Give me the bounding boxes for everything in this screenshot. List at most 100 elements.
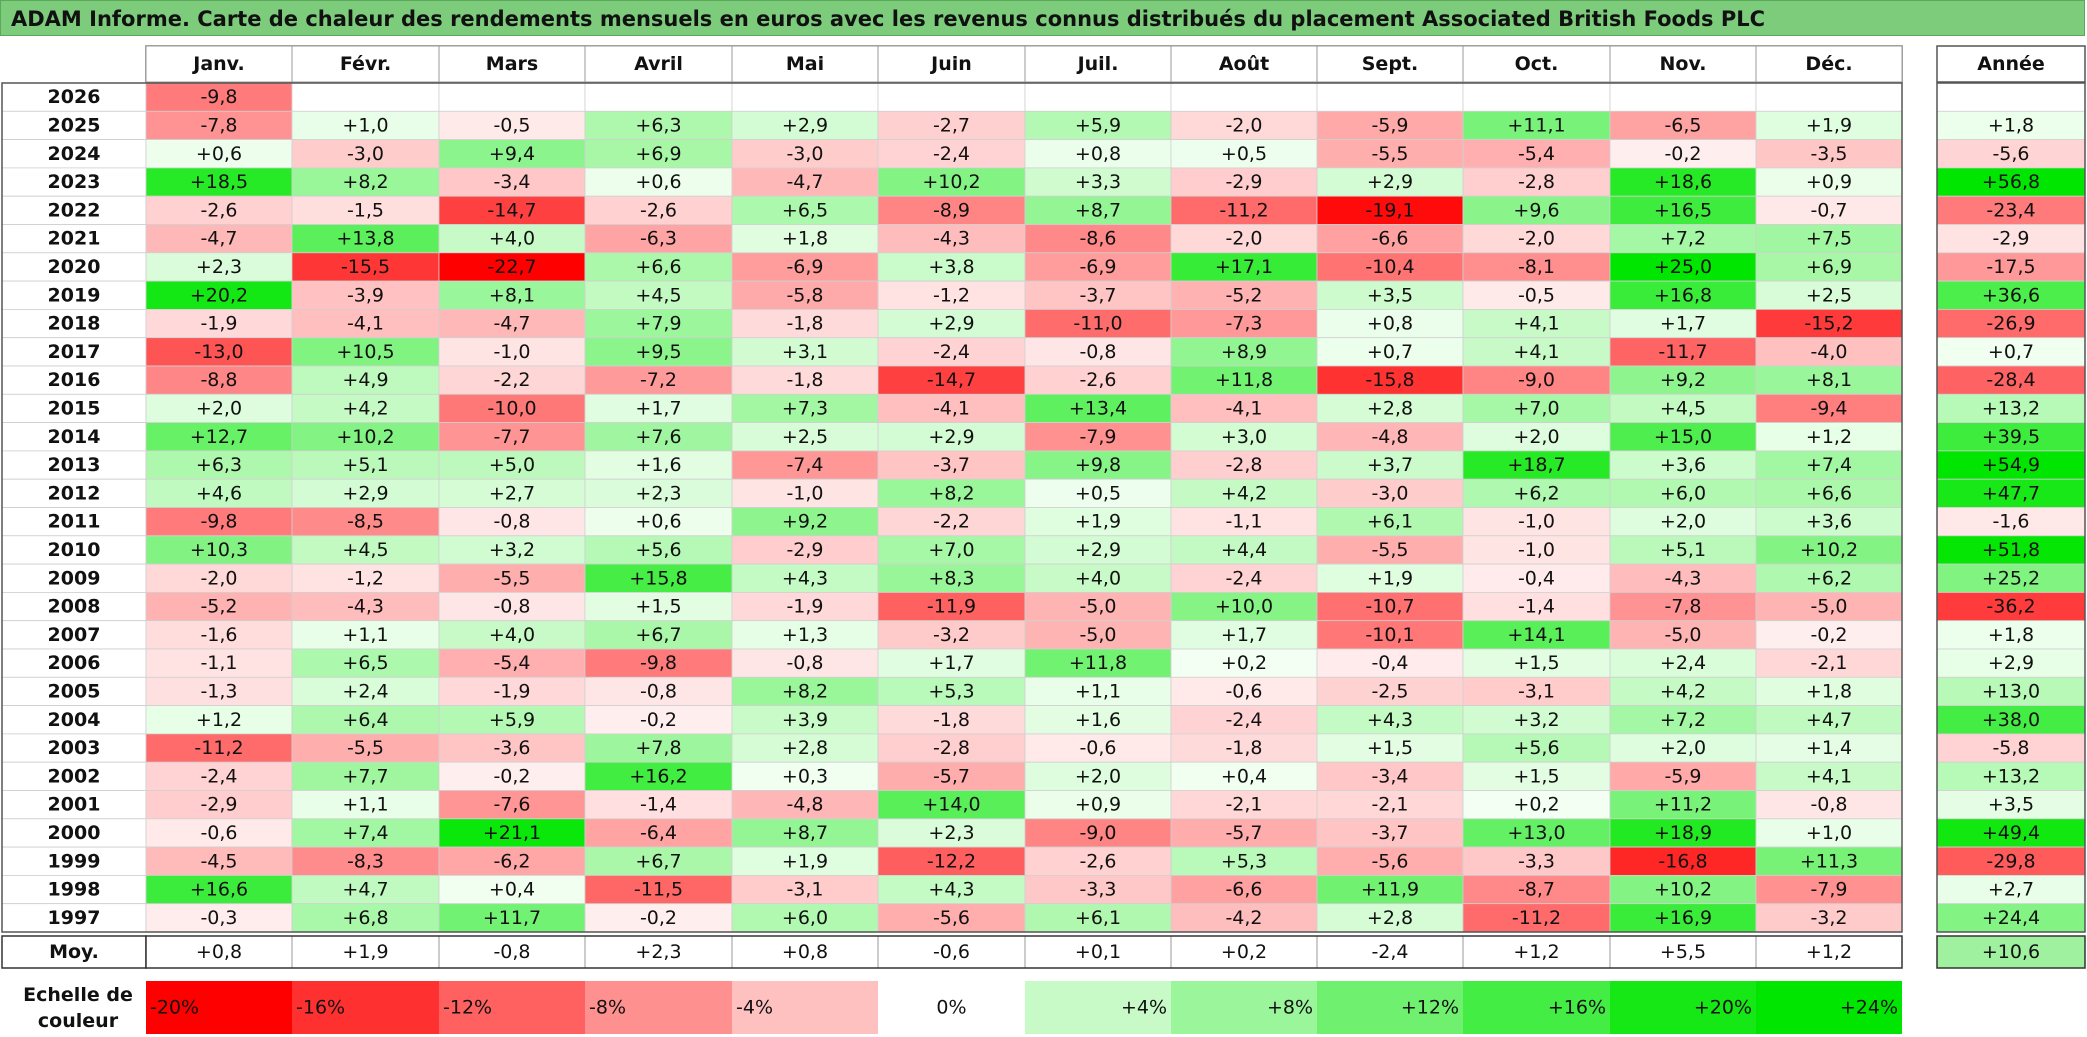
cell-value: -2,4 (1225, 709, 1262, 731)
cell-value: +10,2 (922, 171, 980, 193)
cell-value: -1,8 (1225, 737, 1262, 759)
heatmap-cell (1316, 507, 1464, 537)
average-cell (1170, 935, 1318, 969)
heatmap-cell (145, 478, 293, 508)
annual-header-label: Année (1977, 53, 2045, 75)
cell-value: +6,2 (1513, 482, 1559, 504)
cell-value: +10,0 (1215, 596, 1273, 618)
heatmap-cell (291, 224, 440, 254)
cell-value: +1,1 (342, 794, 388, 816)
average-cell (291, 935, 440, 969)
heatmap-cell (1462, 705, 1611, 735)
heatmap-cell (1024, 620, 1172, 650)
heatmap-cell (584, 450, 733, 480)
heatmap-cell (1024, 507, 1172, 537)
cell-value: -9,0 (1079, 822, 1116, 844)
heatmap-cell (877, 761, 1026, 791)
cell-value: -6,2 (493, 850, 530, 872)
heatmap-cell (877, 252, 1026, 282)
year-cell (1, 365, 147, 395)
heatmap-cell (1755, 110, 1903, 141)
heatmap-cell (1170, 733, 1318, 763)
heatmap-cell (1609, 620, 1757, 650)
cell-value: -8,3 (347, 850, 384, 872)
heatmap-cell (1316, 676, 1464, 706)
heatmap-cell (1024, 82, 1172, 112)
cell-value: +6,0 (1660, 482, 1706, 504)
year-cell (1, 733, 147, 763)
cell-value: +8,2 (928, 482, 974, 504)
heatmap-cell (584, 790, 733, 820)
heatmap-cell (877, 308, 1026, 339)
month-header-cell (877, 45, 1026, 83)
cell-value: -1,4 (640, 794, 677, 816)
cell-value: +2,5 (1806, 284, 1852, 306)
cell-value: +4,6 (196, 482, 242, 504)
heatmap-cell (291, 82, 440, 112)
cell-value: -3,5 (1810, 143, 1847, 165)
cell-value: -5,4 (493, 652, 530, 674)
cell-value: +0,7 (1367, 341, 1413, 363)
year-label: 2001 (48, 794, 101, 816)
heatmap-cell (1755, 337, 1903, 367)
heatmap-cell (731, 365, 879, 395)
cell-value: -8,5 (347, 511, 384, 533)
heatmap-cell (584, 648, 733, 678)
cell-value: +17,1 (1215, 256, 1273, 278)
cell-value: +6,3 (196, 454, 242, 476)
cell-value: +10,2 (1800, 539, 1858, 561)
heatmap-cell (584, 563, 733, 593)
cell-value: +2,3 (635, 482, 681, 504)
cell-value: -2,5 (1371, 680, 1408, 702)
cell-value: +4,5 (1660, 397, 1706, 419)
scale-swatch (585, 981, 732, 1034)
average-value: +0,8 (196, 941, 242, 963)
year-cell (1, 705, 147, 735)
cell-value: -1,2 (347, 567, 384, 589)
heatmap-cell (731, 705, 879, 735)
cell-value: -10,4 (1365, 256, 1414, 278)
heatmap-cell (438, 790, 586, 820)
heatmap-cell (145, 82, 293, 112)
cell-value: -22,7 (487, 256, 536, 278)
cell-value: +11,8 (1069, 652, 1127, 674)
cell-value: +6,1 (1075, 907, 1121, 929)
average-annual-value: +10,6 (1982, 941, 2040, 963)
cell-value: +8,3 (928, 567, 974, 589)
cell-value: +18,6 (1654, 171, 1712, 193)
cell-value: +1,7 (928, 652, 974, 674)
cell-value: +7,0 (928, 539, 974, 561)
cell-value: -3,0 (1371, 482, 1408, 504)
cell-value: +14,1 (1507, 624, 1565, 646)
cell-value: +4,1 (1513, 341, 1559, 363)
cell-value: -5,6 (933, 907, 970, 929)
year-label: 2006 (48, 652, 101, 674)
cell-value: -9,8 (640, 652, 677, 674)
year-label: 2020 (48, 256, 101, 278)
cell-value: +0,4 (489, 879, 535, 901)
cell-value: +3,2 (489, 539, 535, 561)
cell-value: +15,8 (629, 567, 687, 589)
heatmap-cell (1755, 535, 1903, 565)
cell-value: -11,2 (1512, 907, 1561, 929)
heatmap-cell (1024, 450, 1172, 480)
heatmap-cell (1024, 875, 1172, 905)
cell-value: -11,2 (194, 737, 243, 759)
heatmap-cell (877, 507, 1026, 537)
scale-swatch (1756, 981, 1902, 1034)
annual-cell (1936, 676, 2086, 706)
cell-value: +1,5 (1367, 737, 1413, 759)
cell-value: +10,3 (190, 539, 248, 561)
year-label: 2003 (48, 737, 101, 759)
cell-value: +3,7 (1367, 454, 1413, 476)
heatmap-cell (1024, 337, 1172, 367)
cell-value: -5,2 (1225, 284, 1262, 306)
cell-value: -5,9 (1664, 765, 1701, 787)
scale-step-label: -12% (443, 997, 492, 1019)
cell-value: -8,1 (1518, 256, 1555, 278)
cell-value: -1,9 (786, 596, 823, 618)
cell-value: -8,6 (1079, 228, 1116, 250)
heatmap-cell (1170, 676, 1318, 706)
annual-cell (1936, 507, 2086, 537)
month-header-cell (438, 45, 586, 83)
